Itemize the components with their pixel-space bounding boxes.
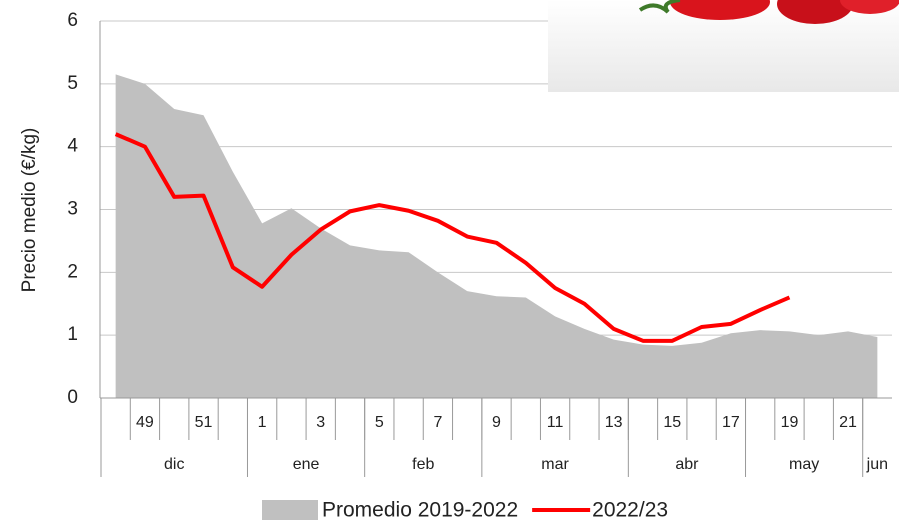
x-tick-label: 19 (781, 414, 799, 431)
legend-label: 2022/23 (592, 499, 668, 522)
x-tick-label: 51 (195, 414, 213, 431)
month-label: jun (866, 456, 888, 473)
month-label: feb (412, 456, 434, 473)
x-tick-label: 17 (722, 414, 740, 431)
x-tick-label: 9 (492, 414, 501, 431)
leaf (638, 0, 681, 14)
x-tick-label: 13 (605, 414, 623, 431)
legend-label: Promedio 2019-2022 (322, 499, 518, 522)
month-label: abr (675, 456, 699, 473)
y-tick-label: 3 (67, 199, 78, 220)
strawberry-photo (548, 0, 899, 92)
x-tick-label: 49 (136, 414, 154, 431)
x-tick-label: 1 (258, 414, 267, 431)
y-tick-label: 1 (67, 324, 78, 345)
y-tick-label: 0 (67, 387, 78, 408)
x-tick-label: 3 (316, 414, 325, 431)
x-tick-label: 11 (547, 414, 564, 431)
month-label: dic (164, 456, 184, 473)
strawberry (777, 0, 853, 24)
strawberry (670, 0, 770, 20)
line (114, 132, 791, 343)
y-tick-label: 2 (67, 261, 78, 282)
x-tick-label: 5 (375, 414, 384, 431)
month-label: may (789, 456, 819, 473)
x-tick-label: 21 (839, 414, 857, 431)
y-tick-label: 6 (67, 10, 78, 31)
area (115, 74, 878, 399)
x-tick-label: 15 (663, 414, 681, 431)
month-label: mar (541, 456, 569, 473)
y-tick-label: 4 (67, 136, 78, 157)
legend-swatch (262, 500, 318, 520)
y-axis-label: Precio medio (€/kg) (19, 128, 40, 293)
y-tick-label: 5 (67, 73, 78, 94)
month-label: ene (293, 456, 320, 473)
strawberry (840, 0, 899, 14)
x-tick-label: 7 (433, 414, 442, 431)
